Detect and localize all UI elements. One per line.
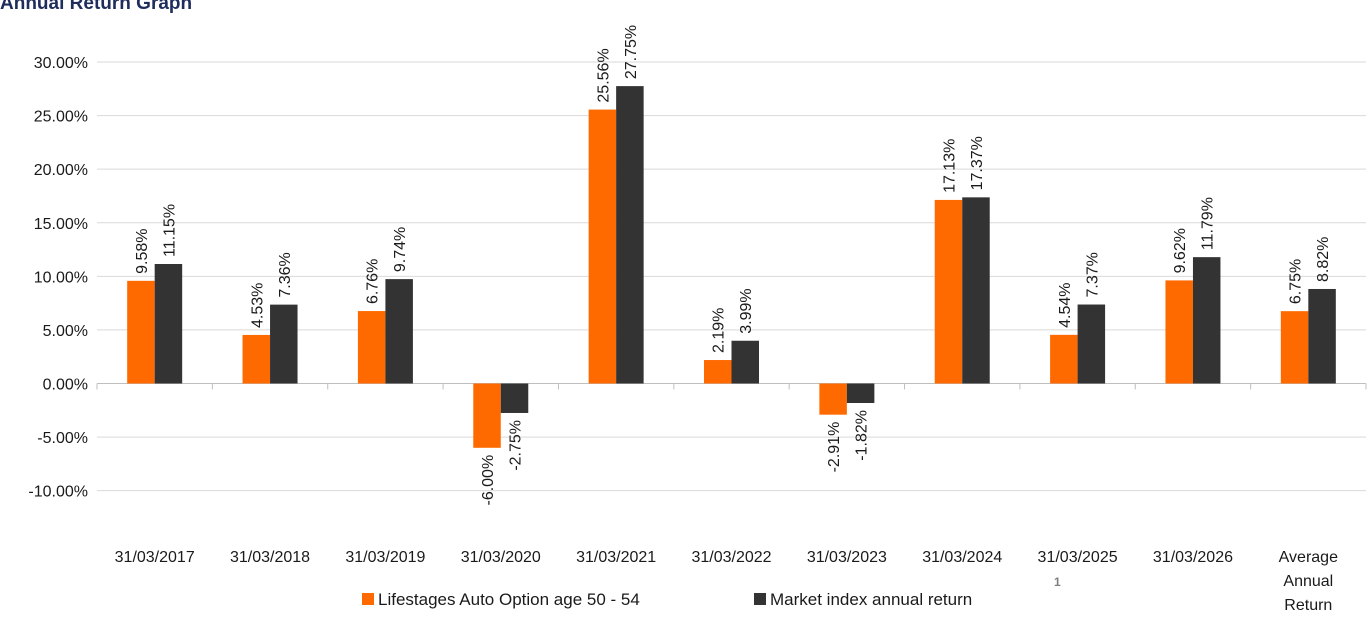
data-label: 11.79%: [1200, 197, 1217, 250]
legend-swatch: [754, 593, 766, 605]
y-tick-label: 5.00%: [43, 323, 88, 340]
bar-market-index: [385, 279, 413, 384]
data-label: -2.75%: [508, 420, 525, 471]
legend-label: Lifestages Auto Option age 50 - 54: [378, 590, 640, 609]
bars: [127, 86, 1336, 448]
y-tick-label: -10.00%: [28, 484, 88, 501]
data-label: 6.75%: [1288, 259, 1305, 304]
x-tick-label: 31/03/2017: [115, 549, 195, 566]
data-label: 11.15%: [161, 204, 178, 257]
y-tick-label: 10.00%: [34, 269, 88, 286]
y-tick-label: -5.00%: [37, 430, 88, 447]
data-label: 7.36%: [277, 252, 294, 297]
chart-title: Annual Return Graph: [0, 0, 193, 14]
data-label: 2.19%: [711, 308, 728, 353]
y-tick-label: 20.00%: [34, 162, 88, 179]
x-tick-label: 31/03/2019: [345, 549, 425, 566]
bar-lifestages: [934, 199, 963, 384]
legend-swatch: [362, 593, 374, 605]
data-label: -1.82%: [854, 410, 871, 461]
legend-label: Market index annual return: [770, 590, 972, 609]
legend: Lifestages Auto Option age 50 - 54 Market…: [362, 590, 972, 609]
bar-lifestages: [819, 383, 847, 415]
y-tick-label: 25.00%: [34, 109, 88, 126]
bar-labels: 9.58% 11.15% 4.53% 7.36% 6.76% 9.74% -6.00% -2.…: [134, 25, 1332, 506]
bar-lifestages: [588, 109, 617, 384]
data-label: 9.62%: [1172, 228, 1189, 273]
bar-lifestages: [242, 334, 271, 384]
bar-market-index: [846, 383, 875, 404]
bar-lifestages: [704, 360, 732, 384]
bar-market-index: [1192, 257, 1221, 384]
data-label: 6.76%: [365, 259, 382, 304]
data-label: 25.56%: [595, 48, 612, 102]
x-tick-label: Average Annual Return: [1279, 549, 1338, 614]
bar-market-index: [154, 264, 183, 384]
bar-market-index: [616, 86, 644, 384]
bar-market-index: [500, 383, 529, 413]
data-label: 17.13%: [941, 139, 958, 193]
bar-lifestages: [1280, 311, 1309, 384]
bar-market-index: [731, 340, 759, 384]
data-label: 3.99%: [738, 288, 755, 333]
bar-lifestages: [357, 311, 386, 384]
x-tick-label: 31/03/2021: [576, 549, 656, 566]
x-tick-label: 31/03/2018: [230, 549, 310, 566]
footnote-marker: 1: [1054, 575, 1061, 589]
data-label: -6.00%: [480, 455, 497, 506]
bar-market-index: [962, 197, 990, 384]
bar-market-index: [270, 304, 298, 384]
data-label: 27.75%: [623, 25, 640, 79]
y-tick-label: 30.00%: [34, 55, 88, 72]
data-label: 9.74%: [392, 227, 409, 272]
data-label: 9.58%: [134, 228, 151, 273]
y-tick-label: 15.00%: [34, 216, 88, 233]
bar-lifestages: [1165, 280, 1193, 384]
bar-market-index: [1077, 304, 1106, 384]
bar-lifestages: [473, 383, 501, 448]
x-tick-label: 31/03/2022: [691, 549, 771, 566]
data-label: 7.37%: [1084, 252, 1101, 297]
data-label: 17.37%: [969, 136, 986, 190]
bar-lifestages: [1050, 334, 1078, 384]
bar-market-index: [1308, 288, 1336, 384]
data-label: -2.91%: [826, 422, 843, 473]
y-tick-label: 0.00%: [43, 377, 88, 394]
y-axis-ticks: 30.00% 25.00% 20.00% 15.00% 10.00% 5.00% 0.00%…: [28, 55, 88, 501]
x-tick-label: 31/03/2024: [922, 549, 1002, 566]
x-tick-label: 31/03/2025: [1038, 549, 1118, 566]
data-label: 8.82%: [1315, 237, 1332, 282]
x-tick-label: 31/03/2020: [461, 549, 541, 566]
data-label: 4.53%: [249, 283, 266, 328]
bar-lifestages: [127, 280, 155, 384]
x-tick-label: 31/03/2026: [1153, 549, 1233, 566]
data-label: 4.54%: [1057, 282, 1074, 327]
x-tick-label: 31/03/2023: [807, 549, 887, 566]
x-axis-ticks: 31/03/2017 31/03/2018 31/03/2019 31/03/2020…: [115, 549, 1338, 614]
